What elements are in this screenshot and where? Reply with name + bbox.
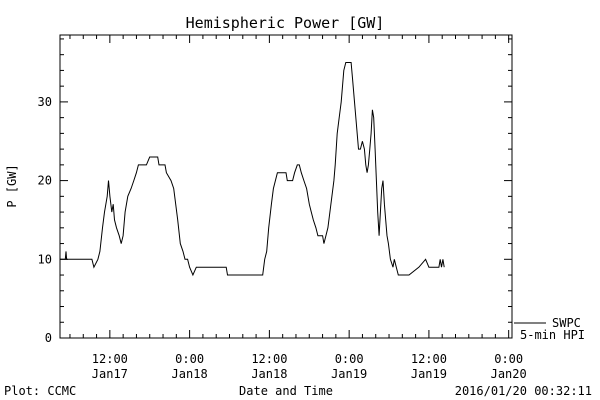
x-tick-label-date: Jan18: [251, 367, 287, 381]
footer-credit: Plot: CCMC: [4, 384, 76, 398]
y-tick-label: 20: [38, 174, 52, 188]
x-tick-label-time: 12:00: [92, 352, 128, 366]
y-tick-label: 10: [38, 252, 52, 266]
footer-timestamp: 2016/01/20 00:32:11: [455, 384, 592, 398]
x-tick-label-time: 0:00: [335, 352, 364, 366]
x-axis-title: Date and Time: [239, 384, 333, 398]
chart-title: Hemispheric Power [GW]: [186, 14, 385, 32]
plot-frame: [59, 34, 513, 339]
x-tick-label-time: 12:00: [251, 352, 287, 366]
legend-source-label: SWPC: [552, 316, 581, 330]
x-tick-label-date: Jan19: [331, 367, 367, 381]
series-layer: [60, 62, 445, 277]
x-tick-label-date: Jan19: [411, 367, 447, 381]
series-line-hpi: [60, 62, 445, 277]
x-tick-label-time: 0:00: [175, 352, 204, 366]
legend-series-label: 5-min HPI: [520, 328, 585, 342]
x-tick-label-date: Jan18: [172, 367, 208, 381]
x-tick-label-time: 0:00: [494, 352, 523, 366]
x-tick-label-date: Jan17: [92, 367, 128, 381]
y-tick-label: 30: [38, 95, 52, 109]
y-tick-label: 0: [45, 331, 52, 345]
y-axis-title: P [GW]: [5, 164, 19, 207]
x-tick-label-time: 12:00: [411, 352, 447, 366]
x-tick-label-date: Jan20: [491, 367, 527, 381]
axis-ticks: 010203012:00Jan170:00Jan1812:00Jan180:00…: [38, 35, 527, 381]
